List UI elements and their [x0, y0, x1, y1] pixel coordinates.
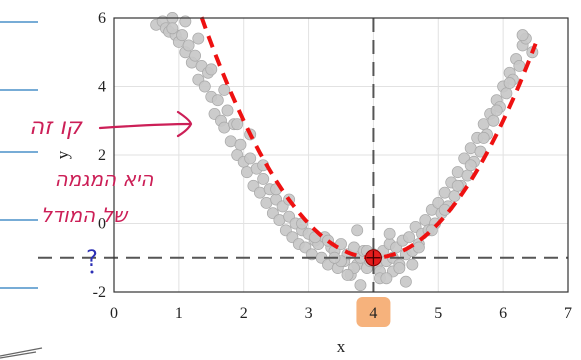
scatter-point [341, 268, 354, 281]
scatter-point [477, 131, 490, 144]
scatter-point [490, 104, 503, 117]
scatter-point [176, 29, 189, 42]
x-tick-label: 0 [110, 305, 118, 322]
scatter-point [166, 22, 179, 35]
y-tick-label: -2 [93, 284, 106, 301]
scatter-point [221, 104, 234, 117]
reference-lines [38, 18, 568, 292]
scatter-point [351, 224, 364, 237]
scatter-point [412, 241, 425, 254]
minimum-point-marker [364, 249, 382, 267]
scatter-points [150, 12, 539, 292]
scatter-point [500, 87, 513, 100]
x-tick-label: 4 [369, 305, 377, 322]
x-tick-label: 6 [499, 305, 507, 322]
x-tick-labels: 0 1 2 3 4 5 6 7 [110, 305, 572, 322]
y-tick-label: 2 [98, 147, 106, 164]
handwritten-annotations: קו זה היא המגמה של המודל ? [29, 110, 193, 274]
note-line-1: היא המגמה [55, 167, 154, 191]
scatter-point [354, 279, 367, 292]
x-tick-label: 3 [305, 305, 313, 322]
scatter-point [487, 114, 500, 127]
scatter-point [393, 262, 406, 274]
scatter-point [451, 179, 464, 192]
y-tick-labels: -2 0 2 4 6 [93, 10, 106, 301]
margin-lines [0, 21, 43, 359]
y-tick-label: 6 [98, 10, 106, 27]
scatter-point [403, 231, 416, 244]
scatter-point [503, 77, 516, 90]
scatter-point [205, 63, 218, 76]
scatter-point [234, 138, 247, 151]
scatter-point [198, 80, 211, 93]
scatter-point [192, 32, 205, 45]
scatter-point [211, 94, 224, 107]
margin-line [0, 347, 43, 357]
scatter-point [179, 15, 192, 28]
scatter-point [218, 83, 231, 96]
scatter-point [448, 190, 461, 203]
y-tick-label: 4 [98, 79, 106, 96]
arrowhead-icon [176, 110, 193, 138]
grid [113, 17, 569, 293]
x-tick-label: 5 [434, 305, 442, 322]
arrow-icon [98, 122, 192, 130]
scatter-point [383, 227, 396, 240]
scatter-point [406, 258, 419, 271]
scatter-point [231, 118, 244, 131]
x-tick-label: 1 [175, 305, 183, 322]
x-tick-label: 2 [240, 305, 248, 322]
question-mark: ? [86, 247, 98, 272]
x-tick-label: 7 [564, 305, 572, 322]
arrow-note-label: קו זה [29, 114, 84, 140]
scatter-point [380, 272, 393, 285]
scatter-point [461, 169, 474, 182]
y-axis-title: y [53, 150, 72, 159]
scatter-point [244, 152, 257, 165]
scatter-point [399, 275, 412, 288]
scatter-point [516, 29, 529, 42]
highlighted-x-tick-box [356, 297, 391, 327]
scatter-point [257, 173, 270, 185]
note-line-2: של המודל [41, 203, 129, 227]
margin-line [0, 351, 37, 359]
y-tick-label: 0 [98, 216, 106, 233]
scatter-point [464, 159, 477, 172]
plot-frame [113, 17, 569, 293]
question-dot [90, 270, 94, 274]
x-axis-title: x [337, 337, 346, 356]
scatter-point [182, 39, 195, 52]
scatter-point [189, 49, 202, 62]
